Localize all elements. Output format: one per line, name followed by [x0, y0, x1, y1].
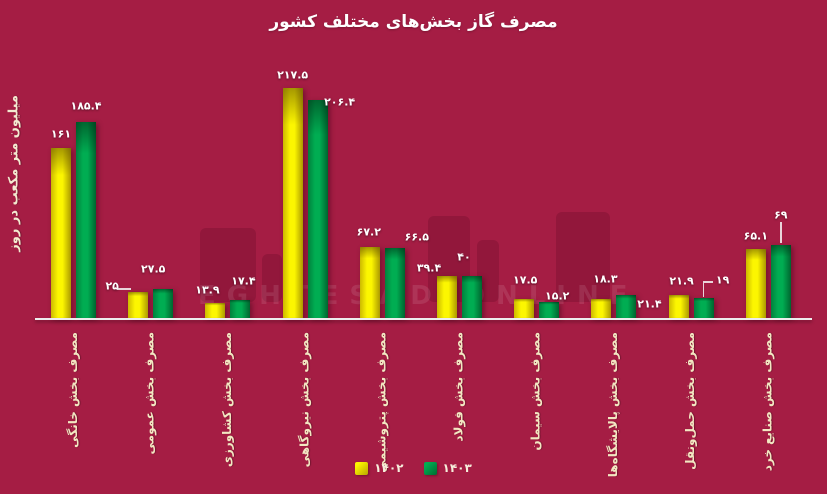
value-label-1402-group2: ۲۵ [105, 279, 119, 293]
bar-1402-group7 [514, 299, 535, 318]
leader-line [703, 281, 713, 283]
bar-1402-group10 [745, 249, 766, 318]
category-label-10: مصرف بخش صنایع خرد [760, 332, 775, 472]
leader-line [702, 281, 705, 297]
category-label-8: مصرف بخش پالایشگاه‌ها [605, 332, 620, 478]
value-label-1402-group8: ۱۸.۳ [593, 272, 618, 286]
value-label-1402-group7: ۱۷.۵ [513, 273, 538, 287]
bar-1402-group6 [437, 276, 457, 318]
category-label-9: مصرف بخش حمل‌ونقل [683, 332, 698, 470]
bar-1403-group4 [307, 100, 328, 318]
category-label-7: مصرف بخش سیمان [528, 332, 543, 451]
legend: ۱۴۰۲ ۱۴۰۳ [0, 461, 827, 475]
bar-1402-group4 [282, 88, 303, 318]
bar-1403-group10 [770, 245, 791, 318]
bar-1403-group5 [384, 248, 405, 318]
y-axis-title: میلیون متر مکعب در روز [7, 95, 22, 252]
bar-1402-group1 [51, 148, 71, 318]
value-label-1402-group10: ۶۵.۱ [743, 229, 768, 243]
category-label-1: مصرف بخش خانگی [65, 332, 80, 448]
legend-item-1403: ۱۴۰۳ [423, 461, 472, 475]
value-label-1402-group4: ۲۱۷.۵ [277, 68, 309, 82]
leader-line [780, 222, 782, 243]
legend-swatch-1402 [355, 461, 369, 475]
watermark-logo-shape [556, 212, 610, 302]
value-label-1403-group9: ۱۹ [715, 273, 730, 287]
value-label-1402-group6: ۳۹.۴ [416, 261, 442, 275]
category-label-4: مصرف بخش نیروگاهی [297, 332, 312, 468]
value-label-1403-group10: ۶۹ [774, 208, 788, 222]
bar-1403-group9 [693, 298, 714, 318]
category-label-5: مصرف بخش پتروشیمی [374, 332, 389, 473]
bar-1403-group7 [539, 302, 560, 318]
bar-1402-group5 [359, 247, 380, 318]
value-label-1403-group7: ۱۵.۲ [545, 289, 570, 303]
leader-line [117, 288, 132, 290]
x-axis-line [35, 318, 812, 320]
watermark-logo-shape [262, 254, 282, 302]
legend-label-1402: ۱۴۰۲ [374, 461, 404, 475]
bar-1403-group1 [76, 122, 96, 318]
bar-1403-group6 [462, 276, 482, 318]
category-label-6: مصرف بخش فولاد [451, 332, 466, 442]
value-label-1403-group6: ۴۰ [457, 250, 471, 264]
chart-title: مصرف گاز بخش‌های مختلف کشور [269, 12, 558, 32]
category-label-2: مصرف بخش عمومی [142, 332, 157, 455]
legend-swatch-1403 [423, 461, 437, 475]
value-label-1403-group3: ۱۷.۴ [231, 274, 256, 288]
bar-1403-group3 [230, 300, 251, 318]
value-label-1402-group1: ۱۶۱ [50, 127, 72, 141]
bar-1402-group3 [205, 303, 226, 318]
bar-1402-group2 [128, 292, 149, 318]
value-label-1402-group9: ۲۱.۹ [669, 274, 694, 288]
value-label-1403-group5: ۶۶.۵ [404, 230, 429, 244]
legend-label-1403: ۱۴۰۳ [442, 461, 472, 475]
value-label-1402-group5: ۶۷.۲ [356, 225, 381, 239]
legend-item-1402: ۱۴۰۲ [355, 461, 404, 475]
value-label-1402-group3: ۱۳.۹ [195, 283, 220, 297]
bar-1403-group8 [616, 295, 637, 318]
category-label-3: مصرف بخش کشاورزی [219, 332, 234, 468]
value-label-1403-group4: ۲۰۶.۴ [324, 95, 356, 109]
bar-1403-group2 [153, 289, 174, 318]
bar-1402-group8 [591, 299, 612, 318]
value-label-1403-group1: ۱۸۵.۴ [70, 99, 102, 113]
value-label-1403-group2: ۲۷.۵ [141, 262, 166, 276]
bar-1402-group9 [668, 295, 689, 318]
value-label-1403-group8: ۲۱.۴ [637, 297, 662, 311]
